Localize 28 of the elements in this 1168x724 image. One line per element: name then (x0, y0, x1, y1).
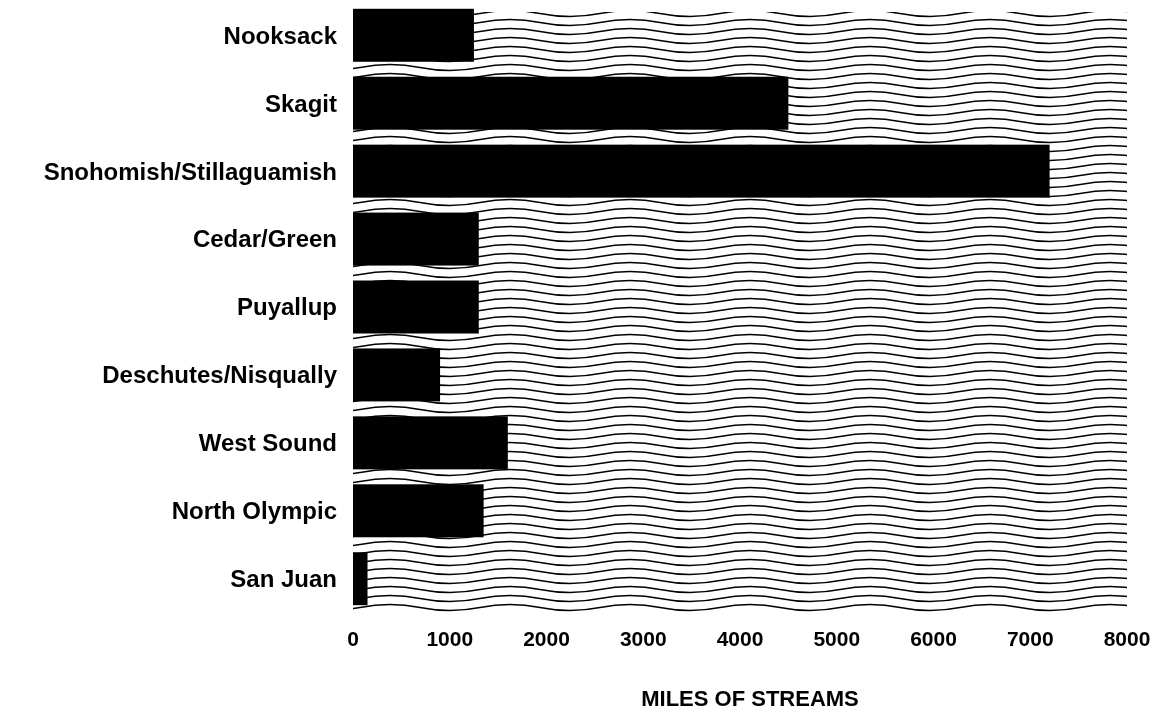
bar (353, 416, 508, 470)
y-tick-label: Nooksack (223, 21, 338, 49)
y-tick-label: West Sound (198, 429, 337, 457)
x-tick-label: 2000 (523, 627, 570, 650)
bar (353, 280, 479, 334)
x-tick-label: 5000 (813, 627, 861, 650)
y-tick-label: San Juan (230, 565, 337, 593)
y-tick-label: Cedar/Green (192, 225, 337, 253)
x-tick-label: 7000 (1006, 627, 1054, 650)
x-tick-label: 1000 (426, 627, 474, 650)
bar (353, 484, 484, 538)
y-tick-label: Puyallup (236, 293, 337, 321)
x-tick-label: 4000 (716, 627, 764, 650)
bar (353, 552, 368, 606)
x-tick-label: 3000 (619, 627, 667, 650)
bar (353, 212, 479, 266)
y-tick-label: Deschutes/Nisqually (102, 361, 338, 389)
x-tick-label: 0 (347, 627, 359, 650)
y-tick-label: Snohomish/Stillaguamish (43, 157, 337, 185)
x-tick-label: 6000 (910, 627, 957, 650)
bar (353, 76, 789, 130)
y-tick-label: Skagit (264, 89, 337, 117)
y-tick-label: North Olympic (171, 497, 337, 525)
x-tick-label: 8000 (1103, 627, 1151, 650)
x-axis-title: MILES OF STREAMS (641, 686, 859, 711)
bar (353, 348, 441, 402)
bar (353, 8, 474, 62)
bar (353, 144, 1050, 198)
